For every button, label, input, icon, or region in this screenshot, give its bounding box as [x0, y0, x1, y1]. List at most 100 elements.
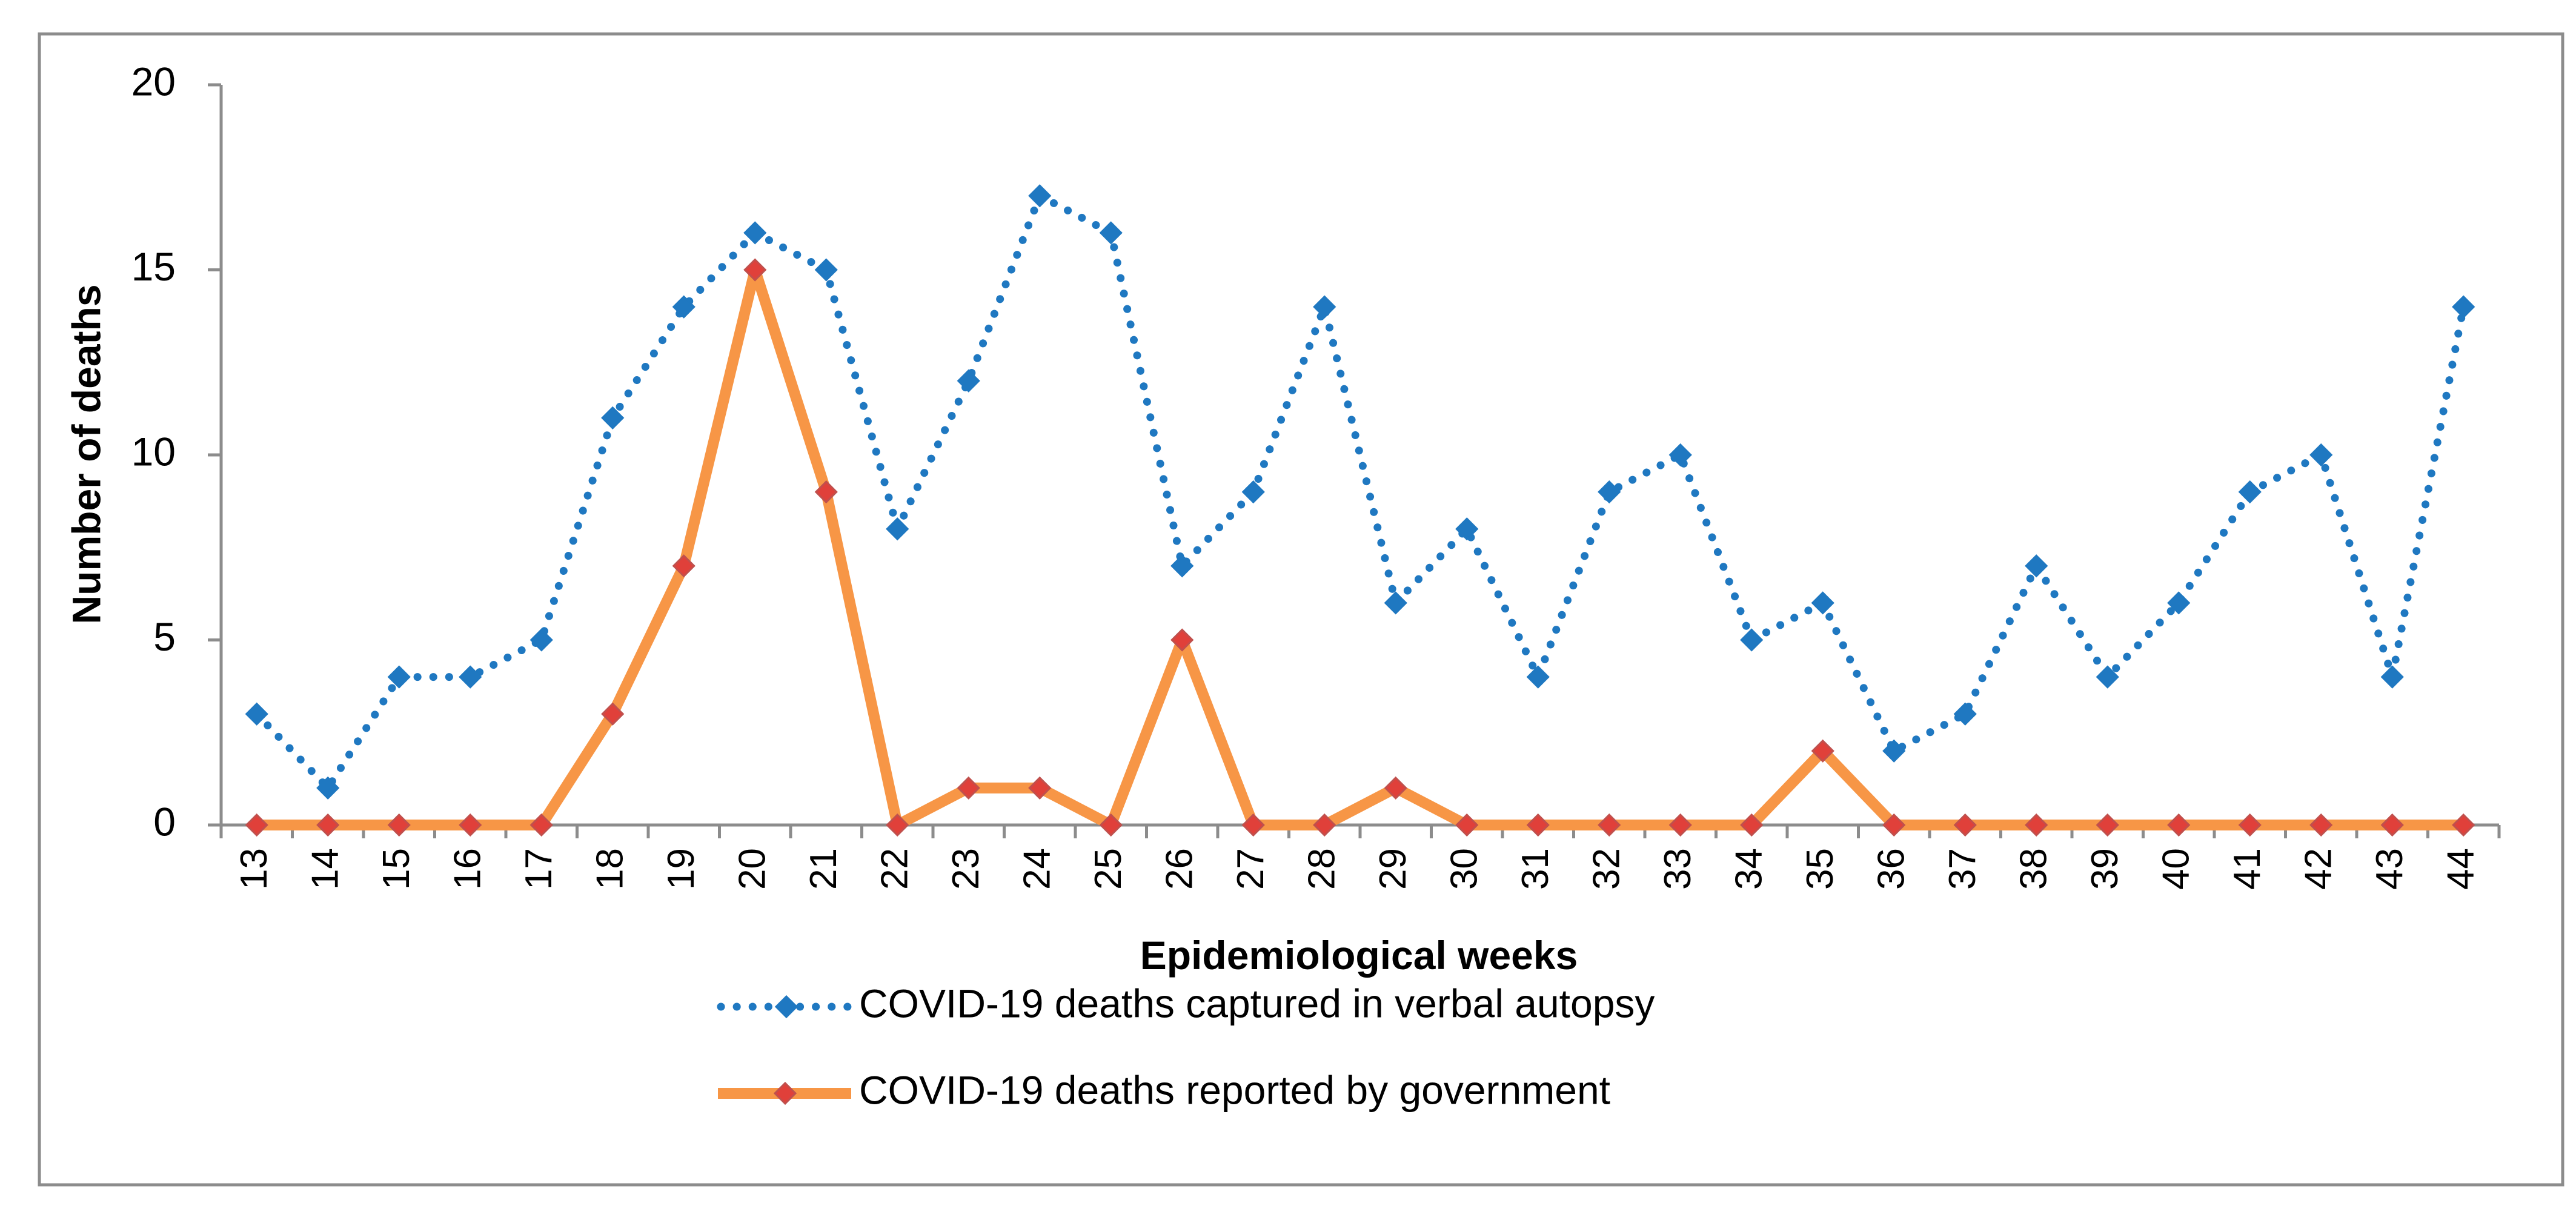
data-point: [1170, 628, 1194, 652]
data-point: [672, 554, 695, 578]
x-tick-label: 27: [1230, 848, 1272, 890]
x-tick-label: 34: [1728, 848, 1770, 890]
data-point: [1598, 480, 1621, 504]
x-tick-label: 40: [2156, 848, 2197, 890]
data-point: [1953, 702, 1977, 726]
y-tick-label: 5: [153, 614, 176, 659]
y-axis-label: Number of deaths: [64, 284, 108, 624]
x-tick-label: 32: [1586, 848, 1628, 890]
data-point: [245, 702, 268, 726]
x-tick-label: 35: [1799, 848, 1841, 890]
data-point: [1170, 554, 1194, 578]
data-point: [2380, 813, 2404, 837]
series-line: [253, 191, 2468, 792]
legend-marker: [773, 1081, 797, 1105]
data-point: [1099, 221, 1123, 245]
y-tick-label: 0: [153, 799, 176, 844]
x-tick-labels: 13 14 15 16 17 18 19 20 21 22 23 24 25 26 27 28 29 30 31 32…: [233, 848, 2482, 890]
x-tick-label: 39: [2084, 848, 2126, 890]
data-point: [1241, 480, 1265, 504]
data-point: [316, 776, 340, 800]
x-tick-label: 20: [732, 848, 774, 890]
x-tick-label: 37: [1942, 848, 1983, 890]
data-point: [1099, 813, 1123, 837]
x-tick-label: 33: [1657, 848, 1699, 890]
x-tick-label: 13: [233, 848, 275, 890]
data-point: [1740, 813, 1764, 837]
data-point: [1882, 739, 1906, 763]
x-tick-label: 15: [376, 848, 417, 890]
data-point: [1455, 813, 1479, 837]
data-point: [2167, 813, 2191, 837]
data-point: [2309, 443, 2333, 467]
y-tick-label: 10: [131, 429, 176, 474]
data-point: [1313, 813, 1336, 837]
data-point: [2025, 554, 2048, 578]
legend-label: COVID-19 deaths captured in verbal autop…: [859, 981, 1655, 1026]
x-tick-label: 18: [589, 848, 631, 890]
data-point: [1882, 813, 1906, 837]
data-point: [2238, 480, 2262, 504]
legend: COVID-19 deaths captured in verbal autop…: [717, 981, 1655, 1112]
data-point: [1384, 591, 1407, 615]
data-point: [459, 813, 482, 837]
x-tick-label: 25: [1087, 848, 1129, 890]
x-tick-label: 14: [305, 848, 347, 890]
data-point: [743, 258, 767, 282]
y-tick-label: 20: [131, 59, 176, 104]
x-axis-label: Epidemiological weeks: [1140, 933, 1578, 978]
data-point: [2096, 813, 2119, 837]
data-point: [1526, 665, 1550, 689]
data-point: [957, 369, 980, 393]
data-point: [672, 295, 695, 319]
x-tick-label: 38: [2013, 848, 2055, 890]
x-tick-label: 29: [1372, 848, 1414, 890]
x-tick-label: 30: [1444, 848, 1486, 890]
data-point: [1668, 443, 1692, 467]
data-point: [957, 776, 980, 800]
legend-marker: [774, 995, 798, 1019]
data-point: [529, 813, 553, 837]
x-tick-label: 31: [1515, 848, 1556, 890]
x-tick-label: 42: [2298, 848, 2340, 890]
data-point: [886, 517, 909, 541]
data-point: [1740, 628, 1764, 652]
data-point: [2452, 295, 2475, 319]
data-point: [1313, 295, 1336, 319]
data-point: [459, 665, 482, 689]
data-point: [814, 258, 838, 282]
legend-label: COVID-19 deaths reported by government: [859, 1067, 1610, 1112]
x-tick-label: 41: [2226, 848, 2268, 890]
data-point: [2238, 813, 2262, 837]
data-point: [1384, 776, 1407, 800]
data-point: [1028, 776, 1052, 800]
x-tick-label: 17: [518, 848, 560, 890]
data-point: [1241, 813, 1265, 837]
x-tick-label: 16: [447, 848, 489, 890]
x-tick-label: 22: [874, 848, 916, 890]
x-tick-label: 19: [660, 848, 702, 890]
data-point: [2309, 813, 2333, 837]
data-point: [2167, 591, 2191, 615]
x-tick-label: 44: [2440, 848, 2482, 890]
x-tick-label: 43: [2369, 848, 2411, 890]
data-point: [1953, 813, 1977, 837]
x-tick-label: 23: [945, 848, 987, 890]
data-point: [814, 480, 838, 504]
legend-item: COVID-19 deaths captured in verbal autop…: [717, 981, 1655, 1026]
data-point: [387, 665, 411, 689]
data-point: [387, 813, 411, 837]
data-point: [1598, 813, 1621, 837]
data-point: [2025, 813, 2048, 837]
data-point: [1811, 591, 1834, 615]
series-line: [256, 264, 2464, 830]
data-point: [1526, 813, 1550, 837]
x-tick-label: 36: [1871, 848, 1913, 890]
data-point: [316, 813, 340, 837]
data-point: [1028, 184, 1052, 208]
data-point: [1811, 739, 1834, 763]
x-tick-label: 24: [1017, 848, 1058, 890]
x-tick-label: 21: [803, 848, 845, 890]
